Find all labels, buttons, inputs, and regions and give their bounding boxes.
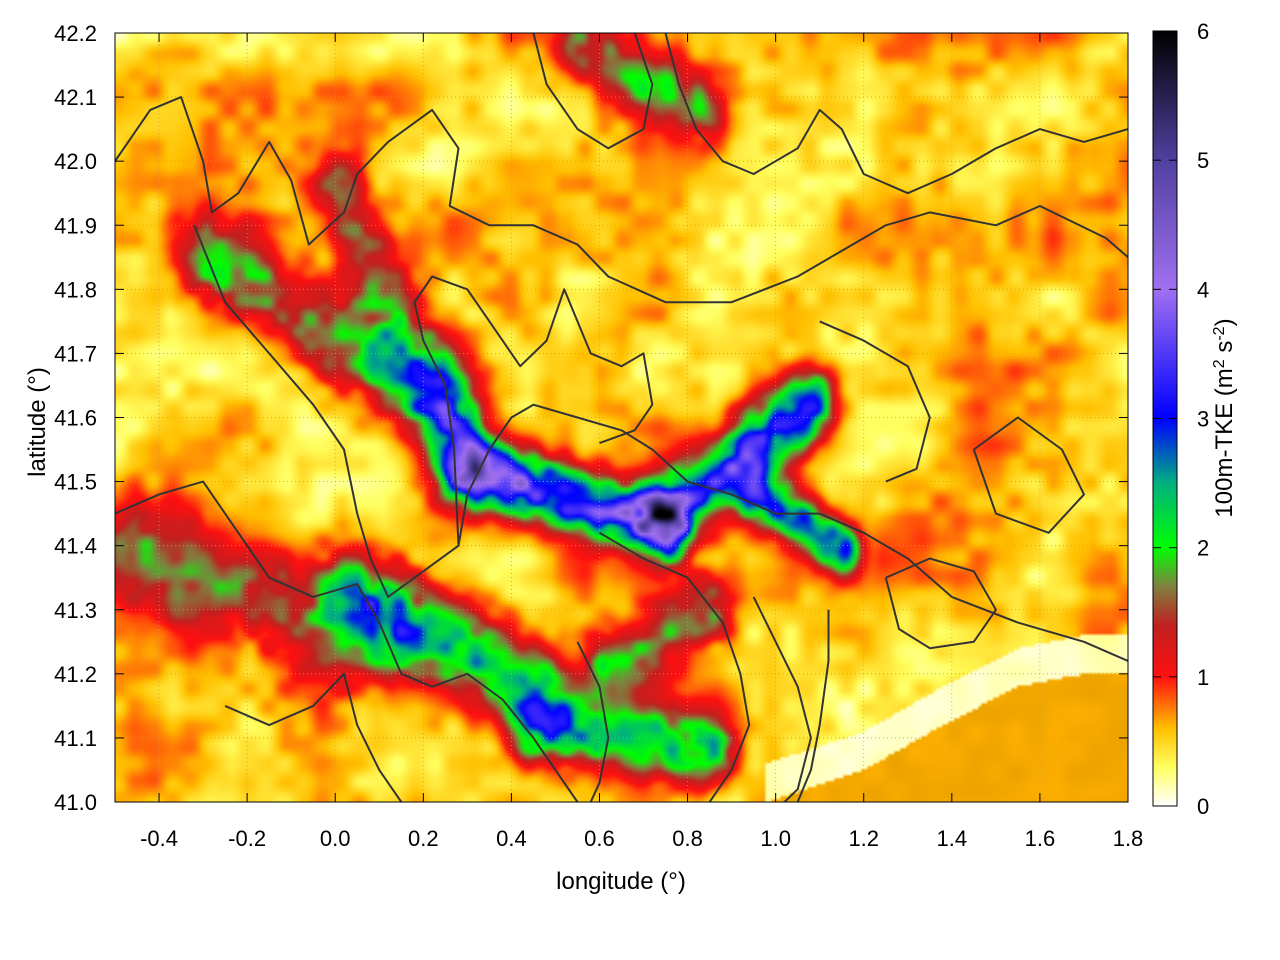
- y-tick-label: 41.8: [54, 277, 97, 302]
- colorbar-tick-label: 3: [1197, 407, 1209, 432]
- x-tick-label: -0.4: [140, 826, 178, 851]
- y-tick-label: 42.2: [54, 21, 97, 46]
- y-tick-label: 42.1: [54, 85, 97, 110]
- y-tick-label: 42.0: [54, 149, 97, 174]
- colorbar-tick-labels: 0 1 2 3 4 5 6: [1197, 19, 1209, 819]
- x-tick-label: 0.4: [496, 826, 527, 851]
- y-tick-label: 41.5: [54, 470, 97, 495]
- terrain-contour-line: [598, 531, 751, 802]
- terrain-contour-line: [413, 275, 654, 546]
- terrain-contour-line: [115, 480, 579, 802]
- terrain-contour-line: [796, 609, 830, 802]
- terrain-contour-line: [193, 224, 1128, 662]
- colorbar-tick-label: 2: [1197, 536, 1209, 561]
- x-tick-label: 1.0: [760, 826, 791, 851]
- colorbar-tick-label: 0: [1197, 794, 1209, 819]
- colorbar: 0 1 2 3 4 5 6 100m-TKE (m2 s-2): [1152, 19, 1239, 819]
- y-tick-label: 41.6: [54, 406, 97, 431]
- terrain-contour-line: [819, 320, 931, 483]
- y-tick-label: 41.7: [54, 341, 97, 366]
- x-axis-title: longitude (°): [556, 868, 686, 895]
- colorbar-tick-label: 6: [1197, 19, 1209, 44]
- y-tick-label: 41.3: [54, 598, 97, 623]
- axis-tick-marks: [115, 32, 1129, 803]
- colorbar-tick-label: 4: [1197, 277, 1209, 302]
- colorbar-title: 100m-TKE (m2 s-2): [1211, 318, 1239, 517]
- x-axis-tick-labels: -0.4 -0.2 0.0 0.2 0.4 0.6 0.8 1.0 1.2 1.4 1.6 1.8: [140, 826, 1143, 851]
- plot-area: [115, 33, 1128, 802]
- colorbar-tick-label: 1: [1197, 665, 1209, 690]
- terrain-contours: [115, 33, 1128, 802]
- y-tick-label: 41.9: [54, 213, 97, 238]
- y-tick-label: 41.2: [54, 662, 97, 687]
- x-tick-label: -0.2: [228, 826, 266, 851]
- terrain-contour-line: [224, 672, 403, 802]
- x-tick-label: 1.2: [848, 826, 879, 851]
- y-tick-label: 41.1: [54, 726, 97, 751]
- x-tick-label: 1.8: [1113, 826, 1144, 851]
- terrain-contour-line: [664, 33, 1128, 195]
- terrain-contour-line: [576, 641, 610, 802]
- terrain-contour-line: [115, 96, 1128, 304]
- terrain-contour-line: [972, 416, 1085, 534]
- colorbar-tick-label: 5: [1197, 148, 1209, 173]
- y-tick-label: 41.0: [54, 790, 97, 815]
- colorbar-tick-marks: [1153, 30, 1177, 807]
- y-axis-title: latitude (°): [24, 367, 51, 477]
- x-tick-label: 0.6: [584, 826, 615, 851]
- x-tick-label: 0.2: [408, 826, 439, 851]
- terrain-contour-line: [884, 557, 997, 650]
- terrain-contour-line: [752, 596, 812, 802]
- x-tick-label: 0.8: [672, 826, 703, 851]
- x-tick-label: 1.6: [1025, 826, 1056, 851]
- y-axis-tick-labels: 41.0 41.1 41.2 41.3 41.4 41.5 41.6 41.7 41.8 41.9…: [54, 21, 97, 815]
- x-tick-label: 0.0: [320, 826, 351, 851]
- x-tick-label: 1.4: [937, 826, 968, 851]
- terrain-contour-line: [532, 33, 654, 150]
- tke-heatmap-raster: [115, 33, 1128, 802]
- y-tick-label: 41.4: [54, 534, 97, 559]
